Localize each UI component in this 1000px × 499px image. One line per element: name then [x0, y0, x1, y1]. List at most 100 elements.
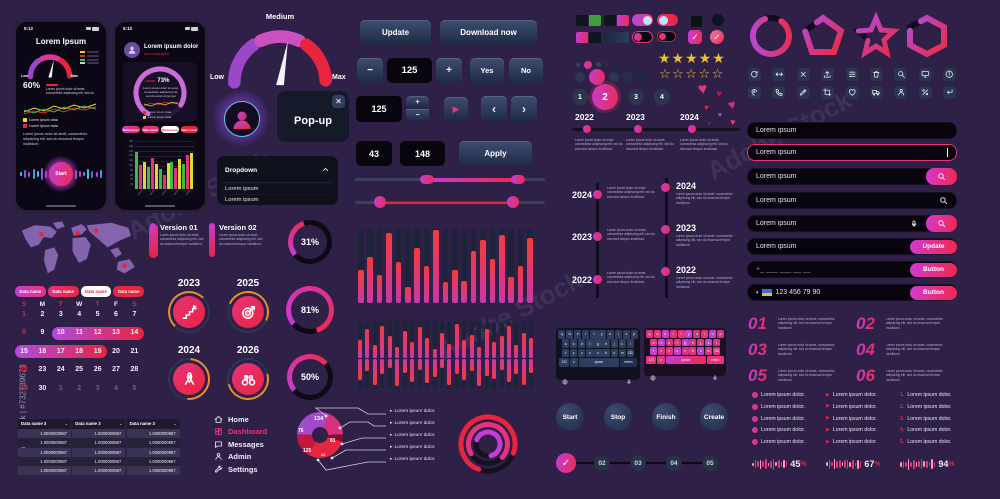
checkbox-unchecked[interactable]: [690, 15, 703, 28]
update-button[interactable]: Update: [910, 239, 957, 254]
play-button[interactable]: ▶: [444, 97, 468, 121]
toggle-off[interactable]: [632, 31, 653, 43]
key-n[interactable]: n: [697, 347, 705, 356]
move-horizontal-button[interactable]: [772, 68, 786, 81]
action-button[interactable]: Button: [910, 285, 957, 300]
yes-button[interactable]: Yes: [470, 58, 504, 83]
badge-circle[interactable]: [232, 296, 264, 328]
star-rating-empty[interactable]: ☆☆☆☆☆: [659, 66, 725, 81]
key-c[interactable]: c: [586, 348, 594, 358]
refresh-button[interactable]: [748, 68, 761, 81]
key-i[interactable]: i: [701, 330, 709, 338]
pencil-button[interactable]: [796, 86, 810, 99]
mic-icon[interactable]: [626, 379, 632, 385]
prev-button[interactable]: ‹: [481, 96, 507, 122]
step-circle-4[interactable]: 4: [654, 89, 670, 105]
table-header-cell[interactable]: Data name 3 ⌄: [126, 419, 180, 429]
swatch-pair[interactable]: [576, 15, 601, 26]
calendar-day[interactable]: 23: [38, 366, 47, 373]
timeline-dot[interactable]: [593, 275, 602, 284]
calendar-tab[interactable]: Data name: [15, 286, 46, 297]
calendar-day[interactable]: 11: [75, 329, 83, 336]
calendar-day[interactable]: 3: [95, 384, 100, 392]
key-l[interactable]: l: [713, 338, 721, 347]
close-button[interactable]: [796, 68, 810, 81]
badge-circle[interactable]: [173, 363, 205, 395]
sliders-button[interactable]: [845, 68, 859, 81]
calendar-day[interactable]: 10: [56, 329, 65, 336]
calendar-day[interactable]: 13: [112, 329, 120, 336]
calendar-day[interactable]: 22: [20, 366, 28, 373]
calendar-day[interactable]: 12: [93, 329, 102, 336]
key-t[interactable]: t: [677, 330, 685, 338]
truck-button[interactable]: [869, 86, 883, 99]
key-l[interactable]: l: [626, 339, 634, 348]
calendar-day[interactable]: 16: [38, 347, 47, 355]
key-p[interactable]: p: [717, 330, 725, 338]
slider-handle[interactable]: [510, 175, 525, 184]
list-item[interactable]: Lorem ipsum dolor.: [752, 392, 805, 398]
timeline-dot[interactable]: [583, 125, 591, 133]
key-d[interactable]: d: [665, 338, 673, 347]
menu-item-messages[interactable]: Messages: [214, 439, 264, 450]
key-v[interactable]: v: [594, 348, 602, 358]
key-p[interactable]: p: [630, 330, 638, 339]
dot-indicator[interactable]: [609, 71, 619, 82]
timeline-dot[interactable]: [593, 232, 602, 241]
timeline-dot[interactable]: [661, 267, 670, 276]
calendar-day[interactable]: 4: [114, 384, 118, 392]
table-header-cell[interactable]: Data name 3 ⌄: [72, 419, 126, 429]
key-q[interactable]: q: [558, 330, 566, 339]
text-input[interactable]: Lorem ipsum: [747, 122, 957, 139]
avatar-glow-widget[interactable]: [212, 90, 270, 146]
avatar[interactable]: [124, 42, 140, 58]
key-m[interactable]: m: [618, 348, 626, 358]
step-circle-2[interactable]: 2: [592, 84, 618, 110]
range-slider[interactable]: [355, 174, 545, 184]
list-item[interactable]: ▶ Lorem ipsum dolor.: [826, 404, 877, 410]
dot-indicator[interactable]: [637, 71, 647, 82]
key-h[interactable]: h: [689, 338, 697, 347]
key-i[interactable]: i: [614, 330, 622, 339]
dropdown[interactable]: Dropdown Lorem ipsum Lorem ipsum: [217, 156, 338, 205]
trash-button[interactable]: [869, 68, 883, 81]
info-button[interactable]: [943, 68, 957, 81]
globe-icon[interactable]: [562, 379, 568, 385]
key-z[interactable]: z: [657, 347, 665, 356]
progress-step[interactable]: 05: [702, 455, 718, 471]
key-k[interactable]: k: [618, 339, 626, 348]
calendar-day[interactable]: 20: [112, 347, 120, 355]
step-circle-3[interactable]: 3: [628, 89, 644, 105]
text-input[interactable]: Lorem ipsum: [747, 215, 957, 232]
search-button[interactable]: [926, 168, 957, 185]
calendar-day[interactable]: 27: [112, 366, 120, 373]
calendar-day[interactable]: 3: [58, 310, 63, 318]
swatch[interactable]: [604, 32, 629, 43]
data-menu-button[interactable]: Data menu: [180, 126, 198, 133]
timeline-dot[interactable]: [688, 125, 696, 133]
menu-item-home[interactable]: Home: [214, 414, 249, 425]
progress-step-done[interactable]: ✓: [556, 453, 576, 473]
key-b[interactable]: b: [689, 347, 697, 356]
dot-indicator[interactable]: [584, 60, 592, 69]
timeline-dot[interactable]: [661, 183, 670, 192]
key-return[interactable]: return: [619, 358, 637, 367]
key-v[interactable]: v: [681, 347, 689, 356]
enter-button[interactable]: [943, 86, 957, 99]
calendar-day[interactable]: 17: [56, 347, 65, 355]
key-123[interactable]: 123: [646, 356, 657, 364]
key-return[interactable]: return: [706, 356, 724, 364]
key-⌫[interactable]: ⌫: [626, 348, 634, 358]
dot-indicator[interactable]: [605, 62, 609, 67]
key-c[interactable]: c: [673, 347, 681, 356]
calendar-day[interactable]: 1: [22, 310, 26, 318]
list-item[interactable]: ▶ Lorem ipsum dolor.: [826, 416, 877, 422]
menu-item-dashboard[interactable]: Dashboard: [214, 426, 267, 437]
globe-icon[interactable]: [650, 375, 656, 381]
calendar-day[interactable]: 21: [130, 347, 139, 355]
calendar-day[interactable]: 6: [114, 310, 118, 318]
slider[interactable]: [355, 196, 545, 208]
key-a[interactable]: a: [649, 338, 657, 347]
calendar-day[interactable]: 2: [77, 384, 82, 392]
key-⌫[interactable]: ⌫: [713, 347, 721, 356]
